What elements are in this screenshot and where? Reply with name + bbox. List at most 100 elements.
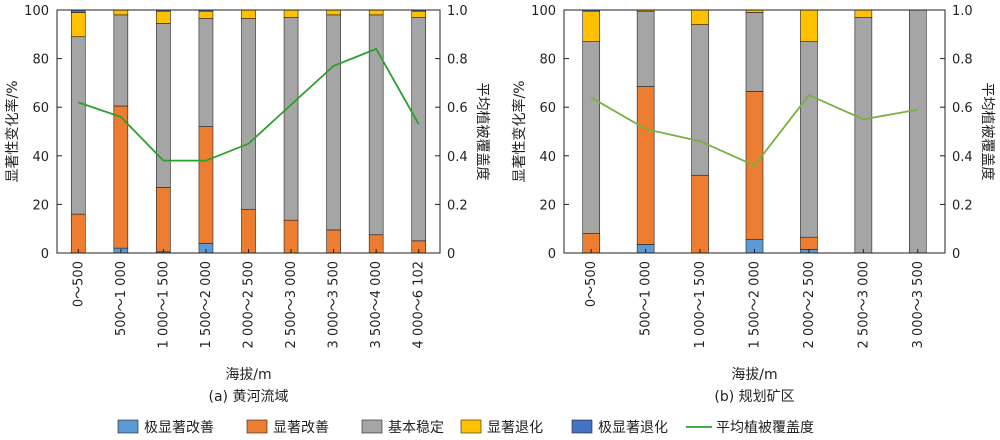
legend-label: 极显著改善: [144, 420, 214, 436]
bar-segment: [156, 187, 171, 253]
y-tick-label-right: 0: [447, 247, 455, 262]
bar-segment: [241, 18, 256, 210]
x-tick-label: 2 500～3 000: [284, 261, 299, 348]
bar-segment: [636, 10, 655, 87]
y-tick-label-left: 0: [41, 247, 49, 262]
x-tick-label: 500～1 000: [114, 261, 129, 336]
x-tick-label: 4 000～6 102: [412, 261, 427, 348]
bar-segment: [70, 36, 86, 215]
y-tick-label-right: 0: [952, 247, 960, 262]
y-tick-label-right: 0.4: [952, 150, 973, 165]
bar-segment: [411, 16, 427, 242]
panel-caption: (b) 规划矿区: [714, 389, 794, 405]
y-axis-title-left: 显著性变化率/%: [4, 80, 21, 182]
legend-swatch: [361, 419, 383, 434]
bar-segment: [582, 10, 601, 42]
y-tick-label-right: 0.8: [952, 53, 973, 68]
legend-label: 极显著退化: [598, 420, 668, 436]
bar-segment: [745, 12, 764, 92]
x-tick-label: 500～1 000: [639, 261, 654, 336]
x-tick-label: 3 000～3 500: [911, 261, 926, 348]
bar-segment: [156, 10, 171, 24]
bar-segment: [326, 14, 341, 231]
y-tick-label-left: 100: [531, 4, 556, 19]
x-axis-title: 海拔/m: [225, 367, 271, 383]
y-tick-label-right: 1.0: [447, 4, 468, 19]
bar-segment: [283, 219, 299, 254]
panel-b: 0 20 40 60 80 100 0 0.2 0.4 0.6 0.8 1.0 0～500 500～1 0…: [511, 4, 995, 405]
y-tick-label-left: 100: [24, 4, 49, 19]
y-tick-label-left: 60: [32, 101, 49, 116]
bar-segment: [908, 9, 927, 254]
y-tick-label-right: 1.0: [952, 4, 973, 19]
panel-a: 0 20 40 60 80 100 0 0.2 0.4 0.6 0.8 1.0 0～500 500～1 0…: [4, 4, 490, 405]
x-tick-label: 3 000～3 500: [327, 261, 342, 348]
bar-segment: [691, 9, 709, 25]
x-tick-label: 0～500: [584, 261, 599, 307]
bar-segment: [691, 24, 709, 176]
y-tick-label-right: 0.4: [447, 150, 468, 165]
bar-segment: [113, 9, 129, 16]
y-tick-label-left: 80: [32, 53, 49, 68]
bar-segment: [800, 9, 818, 42]
vegetation-coverage-line: [77, 47, 420, 162]
bar-segment: [241, 208, 256, 254]
bar-segment: [368, 9, 384, 16]
bar-segment: [283, 16, 299, 221]
bar-segment: [800, 41, 818, 238]
bar-segment: [198, 18, 214, 127]
panel-caption: (a) 黄河流域: [209, 388, 289, 405]
bar-segment: [854, 16, 873, 254]
legend: 极显著改善 显著改善 基本稳定 显著退化 极显著退化 平均植被覆盖度: [117, 419, 814, 436]
y-tick-label-left: 40: [539, 150, 556, 165]
x-tick-label: 0～500: [71, 261, 86, 307]
bar-segment: [283, 9, 299, 18]
bar-segment: [156, 23, 171, 188]
y-axis-title-right: 平均植被覆盖度: [474, 83, 490, 181]
x-tick-label: 2 000～2 500: [242, 261, 257, 348]
bar-segment: [368, 14, 384, 236]
x-tick-label: 1 000～1 500: [156, 261, 171, 348]
bar-segment: [241, 9, 256, 19]
bar-segment: [636, 86, 655, 245]
legend-label: 显著改善: [273, 420, 329, 436]
y-tick-label-left: 60: [539, 101, 556, 116]
bar-segment: [326, 9, 341, 16]
bar-segment: [113, 105, 129, 249]
y-tick-label-left: 20: [32, 198, 49, 213]
y-tick-label-right: 0.8: [447, 53, 468, 68]
bar-segment: [70, 213, 86, 254]
y-axis-title-left: 显著性变化率/%: [511, 80, 528, 182]
x-tick-label: 3 500～4 000: [369, 261, 384, 348]
y-tick-label-right: 0.6: [447, 101, 468, 116]
y-axis-title-right: 平均植被覆盖度: [979, 83, 995, 181]
bar-segment: [70, 12, 86, 38]
y-tick-label-left: 40: [32, 150, 49, 165]
bar-segment: [800, 236, 818, 250]
bar-segment: [854, 9, 873, 18]
bar-segment: [113, 14, 129, 107]
legend-swatch: [246, 419, 268, 434]
y-tick-label-right: 0.2: [447, 198, 468, 213]
legend-swatch: [571, 419, 593, 434]
vegetation-coverage-line: [590, 93, 918, 167]
legend-swatch: [117, 419, 139, 434]
x-tick-label: 1 500～2 000: [199, 261, 214, 348]
legend-label: 平均植被覆盖度: [716, 420, 814, 436]
bar-segment: [198, 10, 214, 19]
x-axis-title: 海拔/m: [731, 367, 777, 383]
legend-label: 基本稳定: [388, 419, 444, 436]
y-tick-label-left: 20: [539, 198, 556, 213]
y-tick-label-right: 0.2: [952, 198, 973, 213]
bar-segment: [198, 126, 214, 244]
x-tick-label: 2 000～2 500: [802, 261, 817, 348]
x-tick-label: 2 500～3 000: [856, 261, 871, 348]
legend-swatch: [460, 419, 482, 434]
y-tick-label-left: 80: [539, 53, 556, 68]
bar-segment: [582, 41, 601, 234]
x-tick-label: 1 500～2 000: [748, 261, 763, 348]
bar-segment: [411, 10, 427, 18]
x-tick-label: 1 000～1 500: [693, 261, 708, 348]
y-tick-label-right: 0.6: [952, 101, 973, 116]
